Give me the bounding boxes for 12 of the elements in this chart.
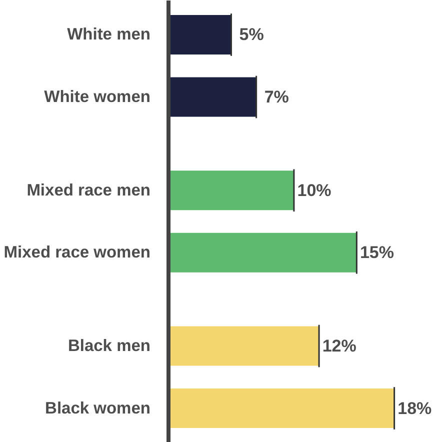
y-tick-label: Mixed race men — [26, 181, 151, 200]
data-label: 5% — [239, 25, 264, 44]
data-label: 7% — [264, 87, 289, 106]
data-label: 15% — [360, 243, 394, 262]
y-tick-label: Black women — [45, 399, 151, 418]
data-label: 12% — [322, 336, 356, 356]
y-tick-label: Mixed race women — [4, 244, 151, 262]
y-tick-label: White men — [67, 26, 151, 44]
data-label: 18% — [398, 398, 432, 418]
y-tick-label: Black men — [68, 337, 151, 356]
data-label: 10% — [297, 180, 332, 200]
y-tick-label: White women — [44, 88, 151, 106]
